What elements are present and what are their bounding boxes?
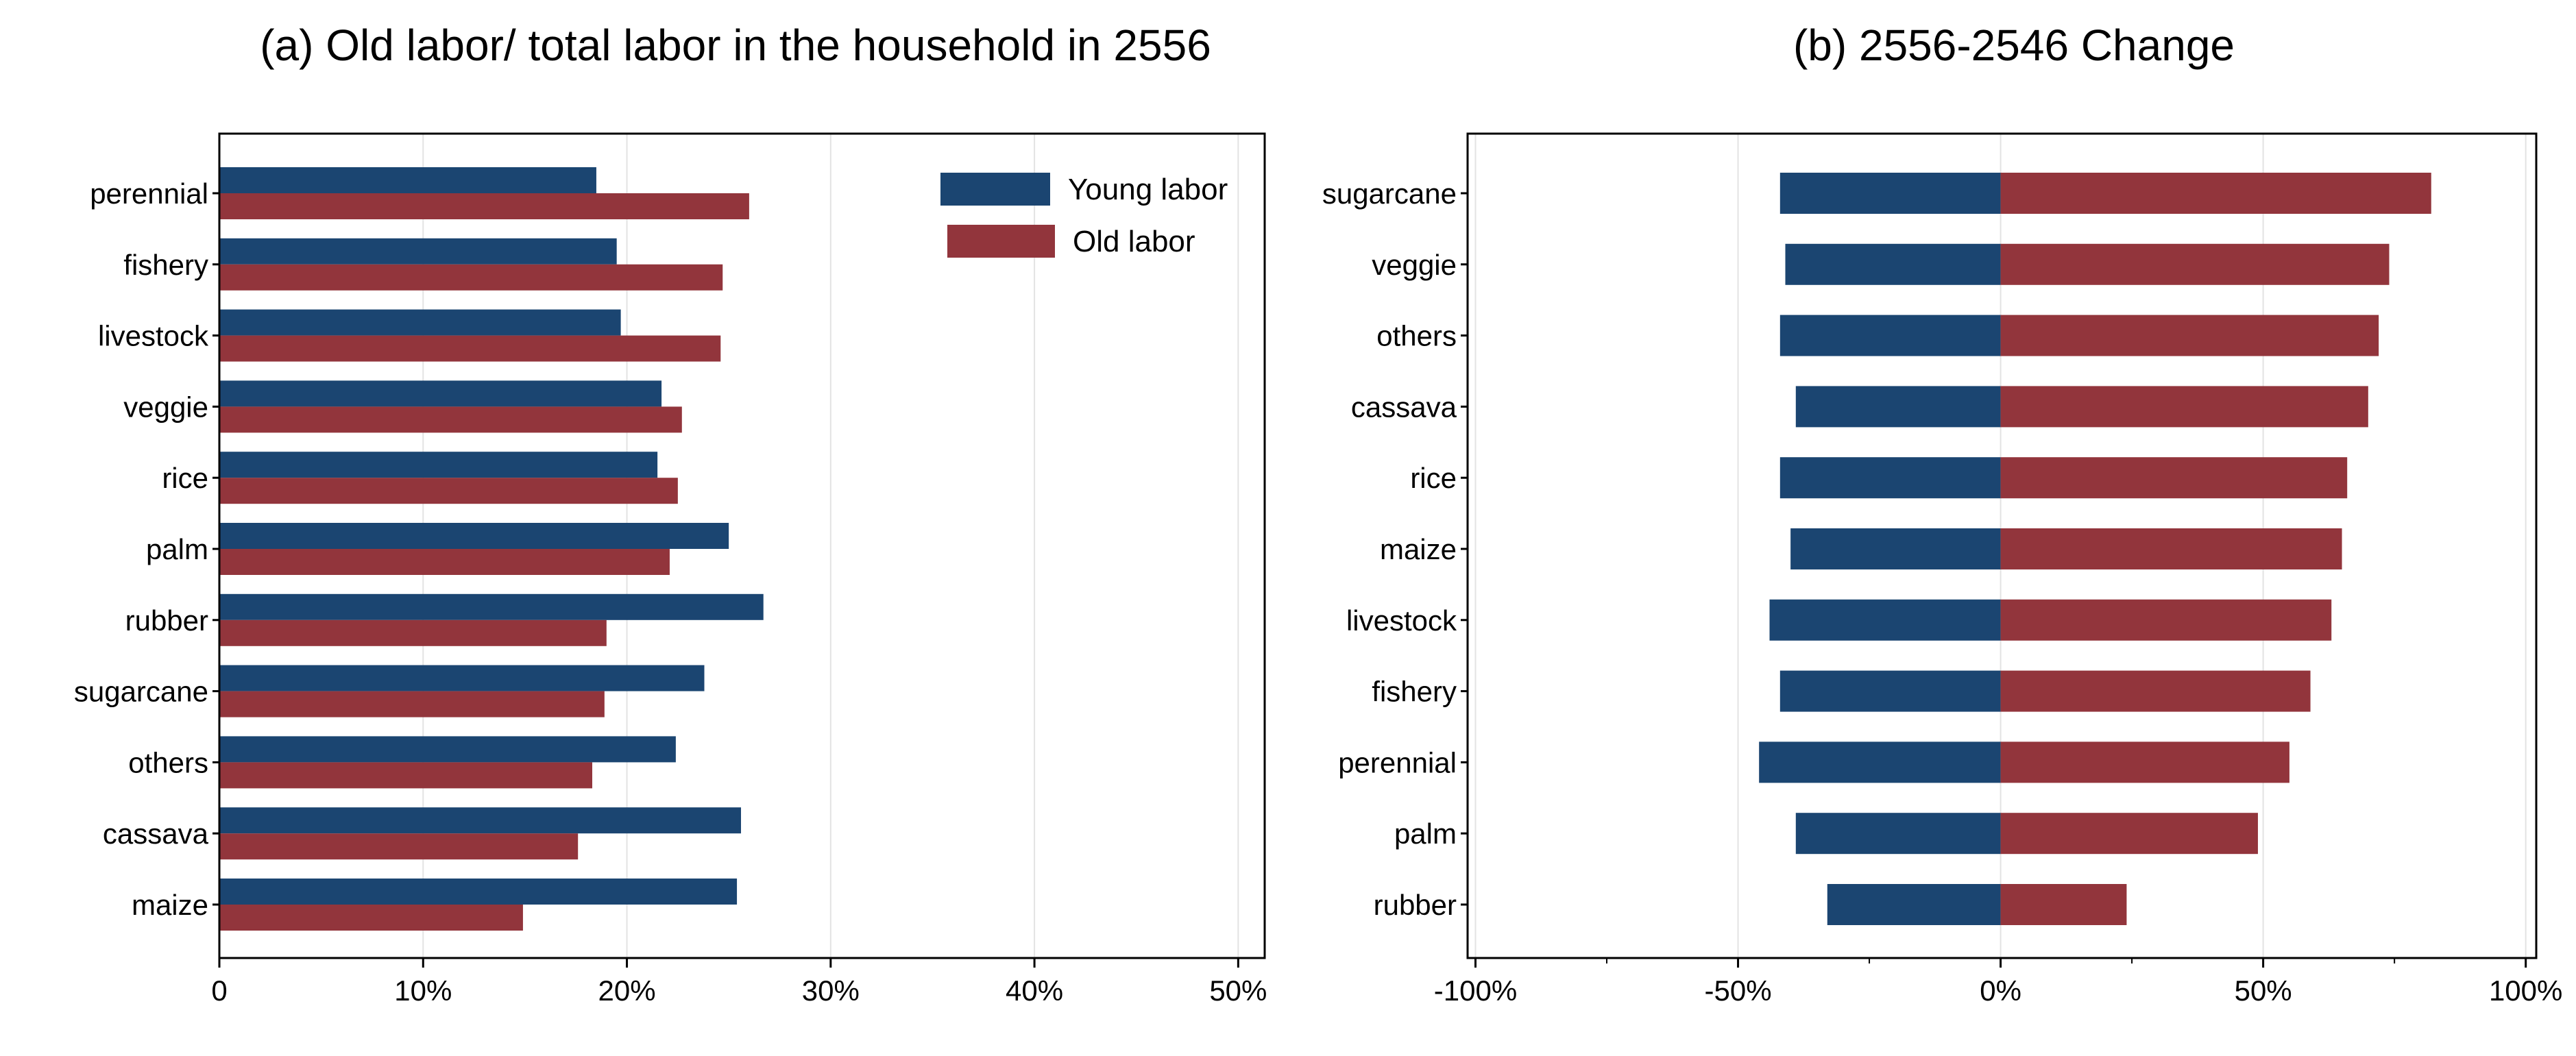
bar-old-fishery — [2000, 670, 2311, 712]
category-label: perennial — [90, 177, 208, 210]
bar-young-rice — [1779, 457, 2001, 499]
category-label: sugarcane — [1322, 177, 1457, 210]
legend-swatch-young — [940, 173, 1050, 206]
category-label: palm — [146, 533, 208, 565]
category-label: rubber — [125, 604, 208, 637]
bar-young-livestock — [219, 309, 621, 336]
bar-old-rice — [219, 478, 678, 504]
category-label: palm — [1394, 818, 1457, 850]
bar-old-rubber — [2000, 884, 2127, 925]
chart-title: (b) 2556-2546 Change — [1793, 21, 2235, 70]
panel-b: (b) 2556-2546 Change sugarcane veggie other… — [1322, 21, 2563, 1007]
bar-young-fishery — [1779, 670, 2001, 712]
bar-young-cassava — [219, 807, 742, 834]
bar-old-livestock — [219, 335, 721, 362]
category-label: sugarcane — [74, 676, 208, 708]
bar-young-others — [219, 736, 676, 763]
bar-young-rice — [219, 452, 658, 478]
category-label: fishery — [123, 249, 208, 281]
bar-young-fishery — [219, 238, 617, 265]
bar-young-veggie — [1785, 243, 2001, 285]
bar-old-sugarcane — [219, 691, 605, 717]
x-tick-label: 50% — [1209, 974, 1267, 1007]
x-tick-label: -50% — [1705, 974, 1772, 1007]
bar-young-maize — [1790, 528, 2001, 569]
plot-frame — [218, 132, 1266, 959]
category-label: fishery — [1372, 676, 1457, 708]
bar-old-cassava — [2000, 386, 2368, 428]
bar-old-veggie — [219, 406, 682, 433]
bar-young-others — [1779, 315, 2001, 356]
x-tick-label: -100% — [1434, 974, 1517, 1007]
bar-old-perennial — [219, 193, 749, 219]
panel-a: (a) Old labor/ total labor in the househ… — [74, 21, 1267, 1007]
bar-young-rubber — [1827, 884, 2001, 925]
bar-young-sugarcane — [219, 665, 705, 691]
bar-old-maize — [219, 905, 523, 931]
category-label: livestock — [98, 320, 209, 352]
x-tick-label: 50% — [2235, 974, 2292, 1007]
bar-old-palm — [219, 549, 670, 575]
category-label: rice — [162, 462, 208, 494]
bar-young-rubber — [219, 593, 764, 620]
legend-swatch-old — [947, 225, 1055, 258]
x-tick-label: 0 — [211, 974, 227, 1007]
bar-young-sugarcane — [1779, 173, 2001, 214]
bar-young-cassava — [1795, 386, 2001, 428]
category-label: rice — [1410, 462, 1457, 494]
category-label: livestock — [1346, 604, 1457, 637]
category-label: veggie — [1372, 249, 1457, 281]
bar-young-palm — [219, 523, 729, 549]
x-tick-label: 30% — [802, 974, 860, 1007]
bar-young-livestock — [1769, 599, 2001, 641]
bar-old-others — [2000, 315, 2379, 356]
category-label: rubber — [1374, 889, 1457, 921]
category-label: veggie — [123, 391, 208, 423]
bar-old-fishery — [219, 264, 723, 291]
bar-young-perennial — [219, 167, 596, 193]
category-label: others — [128, 746, 208, 778]
x-tick-label: 0% — [1980, 974, 2021, 1007]
bar-old-rice — [2000, 457, 2348, 499]
chart-title: (a) Old labor/ total labor in the househ… — [260, 21, 1211, 70]
bar-old-cassava — [219, 833, 579, 860]
bar-young-veggie — [219, 380, 662, 407]
bar-old-perennial — [2000, 741, 2289, 783]
x-tick-label: 100% — [2489, 974, 2562, 1007]
category-label: maize — [132, 889, 208, 921]
plot-frame — [1466, 132, 2538, 959]
legend: Young labor Old labor — [940, 173, 1228, 258]
legend-label-young: Young labor — [1068, 173, 1228, 206]
bar-old-palm — [2000, 813, 2258, 855]
category-label: cassava — [103, 818, 209, 850]
x-tick-label: 10% — [394, 974, 452, 1007]
bar-old-sugarcane — [2000, 173, 2431, 214]
bar-old-maize — [2000, 528, 2342, 569]
category-label: cassava — [1351, 391, 1457, 423]
category-label: maize — [1380, 533, 1457, 565]
bar-old-others — [219, 762, 593, 789]
bar-young-palm — [1795, 813, 2001, 855]
bar-young-maize — [219, 879, 738, 905]
bar-young-perennial — [1759, 741, 2001, 783]
legend-label-old: Old labor — [1073, 225, 1195, 258]
category-label: perennial — [1338, 746, 1457, 778]
x-tick-label: 20% — [598, 974, 656, 1007]
x-tick-label: 40% — [1006, 974, 1063, 1007]
bar-old-livestock — [2000, 599, 2332, 641]
category-label: others — [1376, 320, 1457, 352]
bar-old-veggie — [2000, 243, 2390, 285]
bar-old-rubber — [219, 619, 607, 646]
